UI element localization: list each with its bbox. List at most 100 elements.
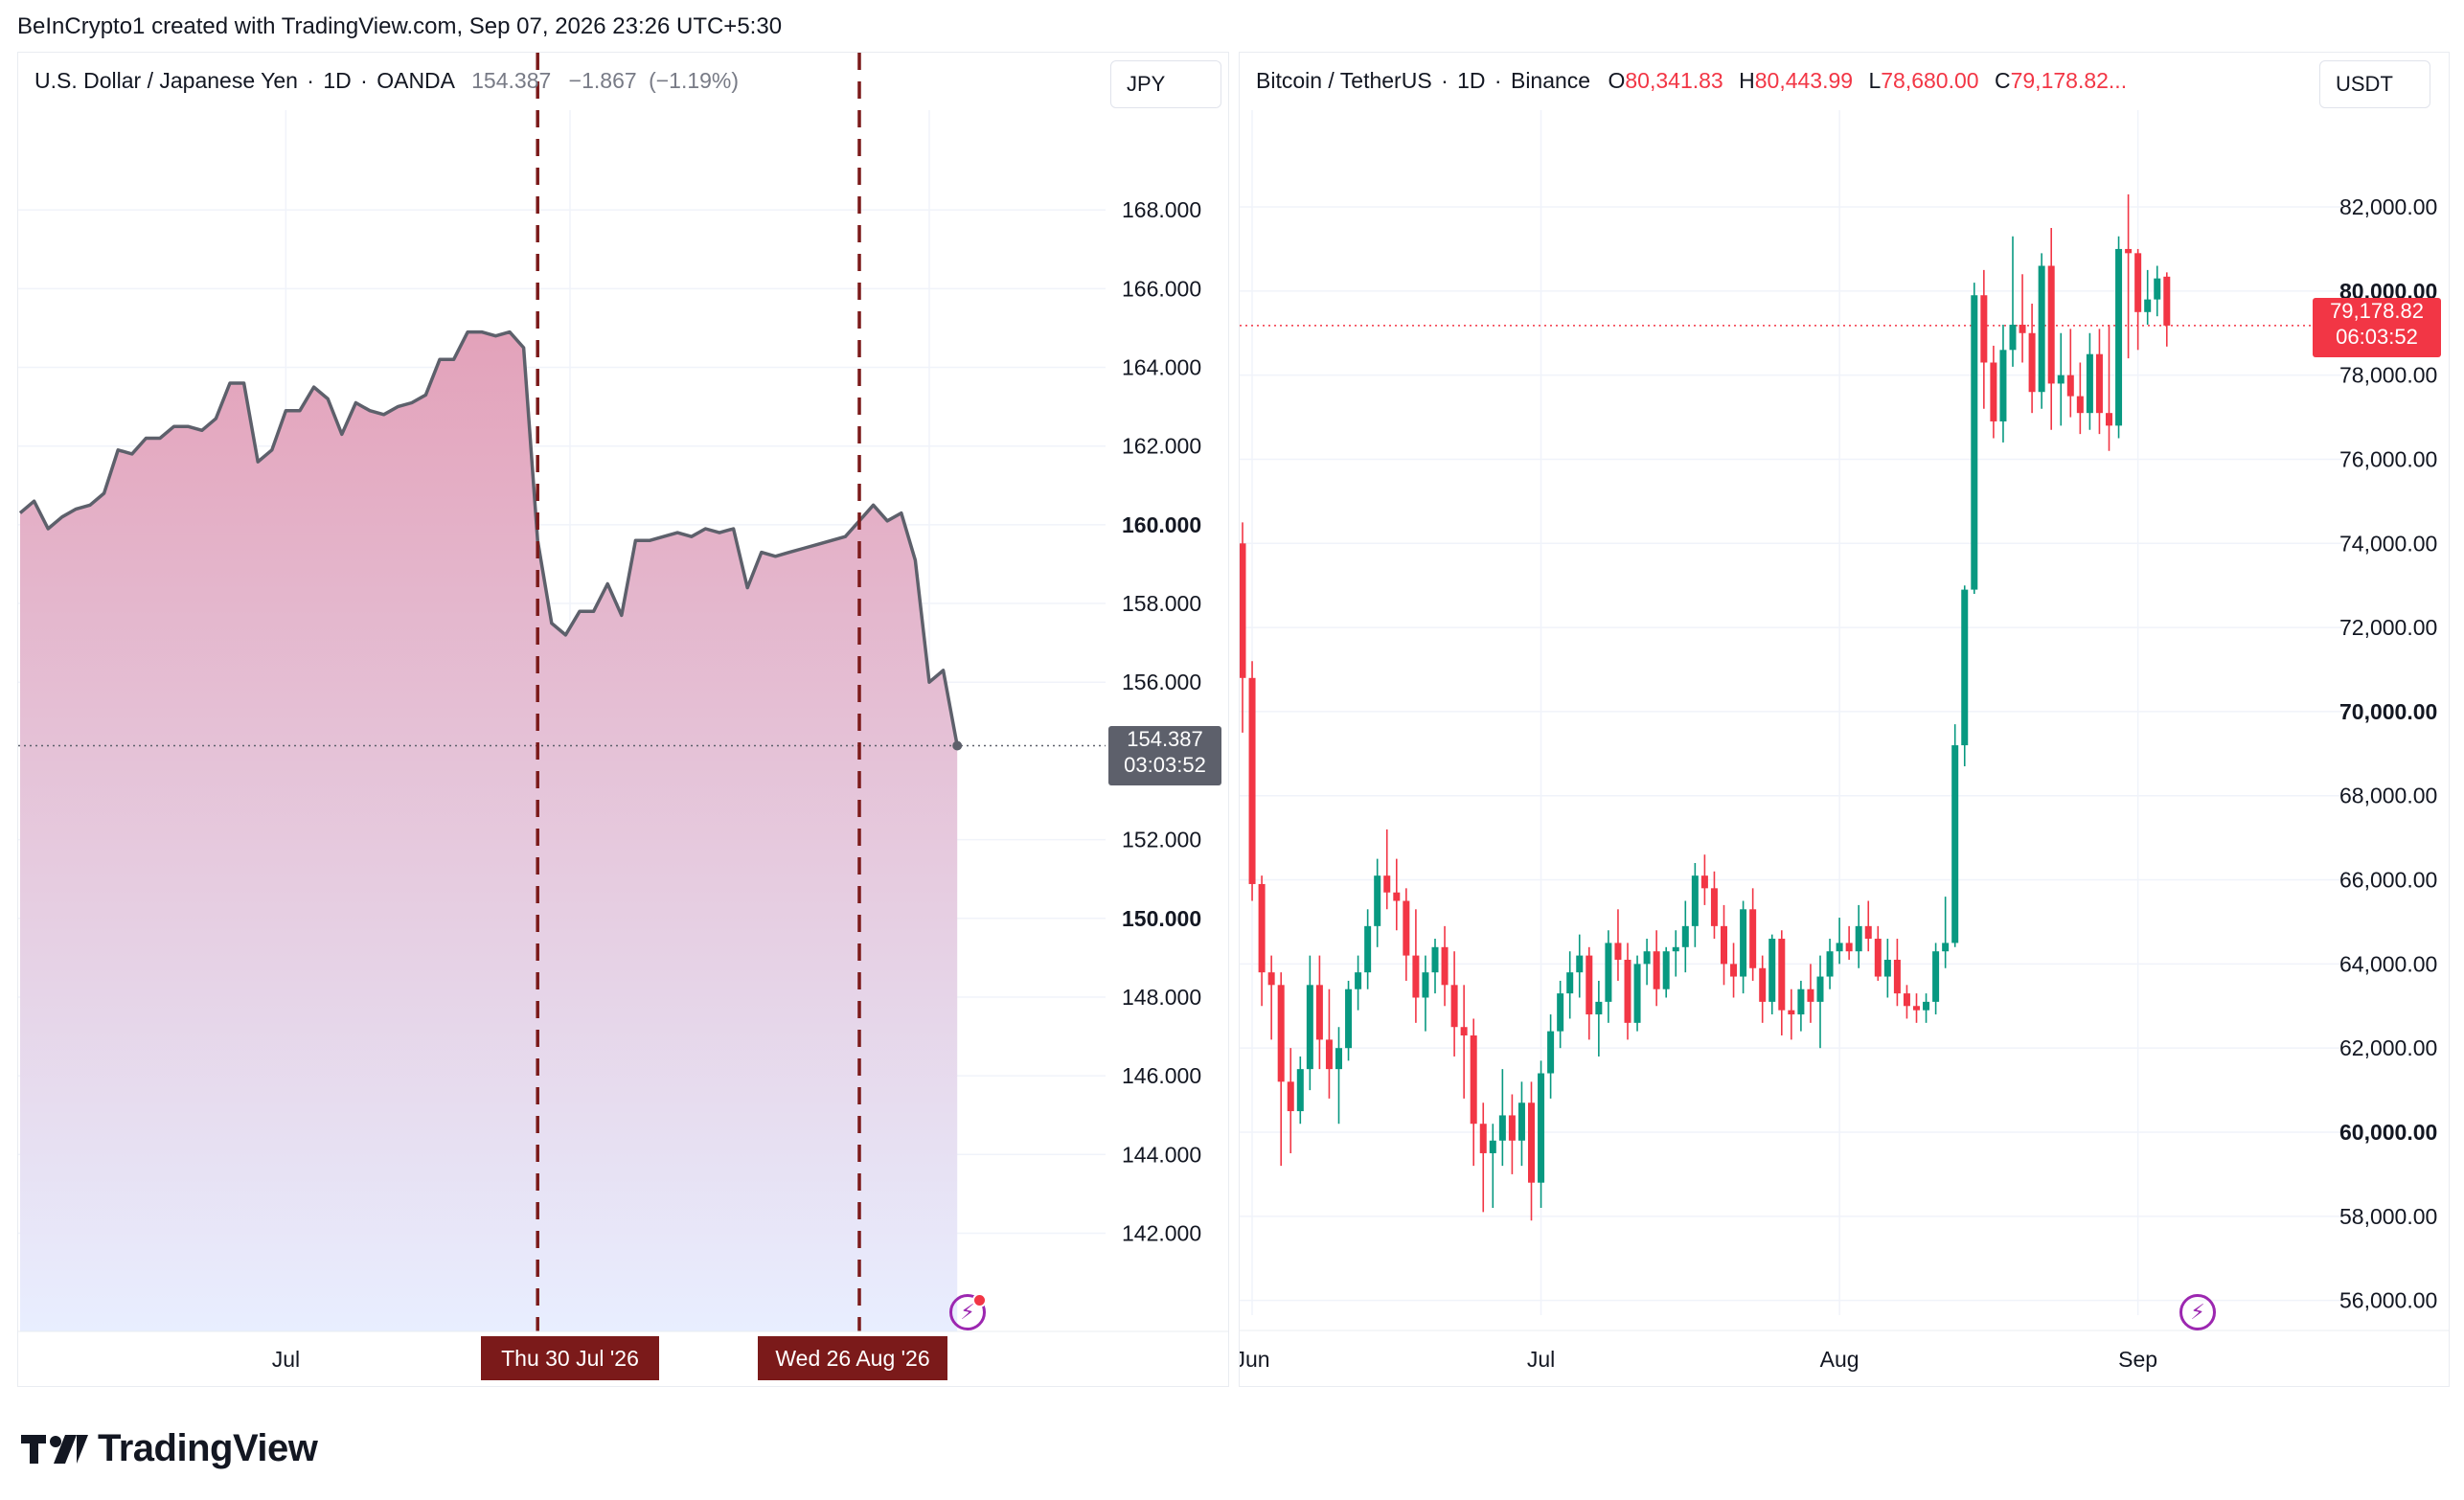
candle-body xyxy=(1932,951,1940,1002)
btcusdt-candle xyxy=(2038,253,2045,409)
candle-body xyxy=(2009,324,2017,351)
candle-body xyxy=(1778,939,1786,1011)
btcusdt-open: 80,341.83 xyxy=(1625,68,1723,93)
candle-body xyxy=(2125,248,2133,254)
btcusdt-candle xyxy=(1296,1056,1304,1125)
candle-body xyxy=(2047,265,2055,384)
candle-body xyxy=(1547,1031,1555,1074)
btcusdt-legend: Bitcoin / TetherUS · 1D · Binance O80,34… xyxy=(1256,68,2128,93)
btcusdt-y-tick-4: 64,000.00 xyxy=(2339,951,2437,976)
candle-body xyxy=(1248,677,1256,884)
btcusdt-candle xyxy=(1528,1081,1535,1221)
candle-body xyxy=(1681,925,1689,947)
btcusdt-candle xyxy=(1826,939,1834,989)
candle-body xyxy=(1990,362,1997,421)
btcusdt-candle xyxy=(2028,304,2036,414)
candle-body xyxy=(1788,1010,1795,1015)
usdjpy-currency-button[interactable]: JPY xyxy=(1110,60,1221,108)
btcusdt-candle xyxy=(1643,939,1651,986)
candle-body xyxy=(1538,1073,1545,1183)
btcusdt-candle xyxy=(1999,324,2007,443)
btcusdt-candle xyxy=(1768,934,1776,1015)
bolt-icon[interactable]: ⚡ xyxy=(2179,1294,2216,1330)
usdjpy-x-tick-jul: Jul xyxy=(272,1347,300,1372)
btcusdt-candle xyxy=(1287,1048,1294,1153)
btcusdt-candle xyxy=(1248,661,1256,901)
candle-body xyxy=(2163,276,2171,326)
btcusdt-candle xyxy=(1566,951,1574,1019)
btcusdt-candle xyxy=(1807,964,1814,1023)
btcusdt-candle xyxy=(2125,193,2133,359)
candle-body xyxy=(1431,946,1439,973)
candle-body xyxy=(1296,1069,1304,1112)
btcusdt-candle xyxy=(1662,946,1670,998)
usdjpy-y-tick-6: 156.000 xyxy=(1122,670,1201,694)
btcusdt-candle xyxy=(1479,1102,1487,1213)
candle-body xyxy=(1797,989,1805,1015)
usdjpy-chart-canvas[interactable]: 142.000 144.000 146.000 148.000 150.000 152.0… xyxy=(18,53,1228,1386)
btcusdt-candle xyxy=(1923,993,1930,1023)
candle-body xyxy=(2057,375,2065,384)
candle-body xyxy=(1942,943,1950,952)
usdjpy-y-tick-4: 150.000 xyxy=(1122,906,1201,931)
btcusdt-candle xyxy=(1335,1027,1342,1125)
btcusdt-candle xyxy=(1498,1069,1506,1167)
usdjpy-y-tick-9: 162.000 xyxy=(1122,434,1201,459)
candle-body xyxy=(1576,955,1584,973)
candle-body xyxy=(1614,943,1622,960)
candle-body xyxy=(1422,972,1429,998)
usdjpy-y-tick-5: 152.000 xyxy=(1122,828,1201,852)
usdjpy-current-price: 154.387 xyxy=(1127,727,1203,751)
btcusdt-candle xyxy=(1864,900,1872,952)
btcusdt-currency-button[interactable]: USDT xyxy=(2319,60,2430,108)
btcusdt-candle xyxy=(1672,930,1679,977)
candle-body xyxy=(1335,1048,1342,1070)
candle-body xyxy=(1586,955,1593,1015)
btcusdt-candle xyxy=(1412,909,1420,1023)
btcusdt-candle xyxy=(1315,955,1323,1070)
btcusdt-chart-canvas[interactable]: 56,000.00 58,000.00 60,000.00 62,000.00 64,0… xyxy=(1240,53,2449,1386)
btcusdt-candle xyxy=(1586,946,1593,1040)
bolt-icon[interactable]: ⚡ xyxy=(949,1293,987,1330)
candle-body xyxy=(1768,939,1776,1002)
btcusdt-candle xyxy=(1836,918,1843,965)
candle-body xyxy=(1643,951,1651,965)
btcusdt-symbol: Bitcoin / TetherUS xyxy=(1256,68,1432,93)
usdjpy-chart-panel[interactable]: 142.000 144.000 146.000 148.000 150.000 152.0… xyxy=(17,52,1229,1387)
btcusdt-candle xyxy=(1681,900,1689,973)
usdjpy-change: −1.867 xyxy=(568,68,637,93)
btcusdt-candle xyxy=(1576,934,1584,998)
candle-body xyxy=(1460,1027,1468,1036)
btcusdt-candle xyxy=(1306,955,1313,1091)
btcusdt-candle xyxy=(1517,1081,1525,1167)
btcusdt-candle xyxy=(1595,980,1603,1057)
btcusdt-candle xyxy=(1691,862,1699,947)
candle-body xyxy=(1267,972,1275,986)
btcusdt-close-key: C xyxy=(1994,68,2011,93)
btcusdt-x-tick-jun: Jun xyxy=(1240,1347,1270,1372)
candle-body xyxy=(1470,1035,1477,1125)
usdjpy-line xyxy=(18,330,959,746)
btcusdt-open-key: O xyxy=(1608,68,1626,93)
marker-date-label-1: Thu 30 Jul '26 xyxy=(481,1336,659,1380)
candle-body xyxy=(1855,925,1862,952)
candle-body xyxy=(1836,943,1843,952)
btcusdt-y-tick-6: 68,000.00 xyxy=(2339,784,2437,808)
candle-body xyxy=(1980,295,1988,363)
btcusdt-chart-panel[interactable]: 56,000.00 58,000.00 60,000.00 62,000.00 64,0… xyxy=(1239,52,2450,1387)
candle-body xyxy=(1498,1115,1506,1141)
btcusdt-candle xyxy=(1364,909,1372,989)
btcusdt-candle xyxy=(1700,854,1708,905)
candle-body xyxy=(1662,951,1670,989)
candle-body xyxy=(1893,959,1901,994)
btcusdt-candle xyxy=(1874,925,1882,981)
btcusdt-close: 79,178.82... xyxy=(2010,68,2128,93)
btcusdt-candle xyxy=(2163,272,2171,347)
btcusdt-candle xyxy=(1653,930,1660,1007)
btcusdt-candle xyxy=(2019,274,2026,363)
candle-body xyxy=(1971,295,1978,590)
btcusdt-candle xyxy=(1730,943,1738,998)
btcusdt-candle xyxy=(1393,858,1401,931)
candle-body xyxy=(1807,989,1814,1002)
candle-body xyxy=(1258,883,1266,973)
